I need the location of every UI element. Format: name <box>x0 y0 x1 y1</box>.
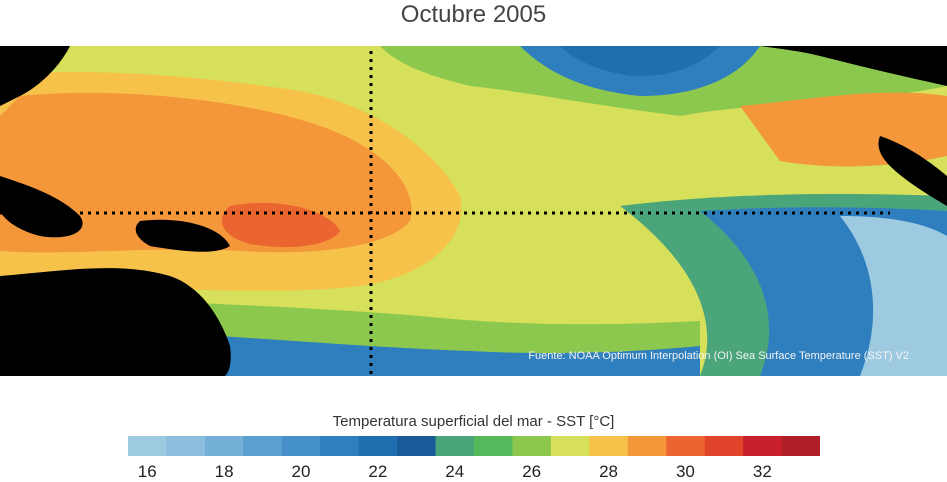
colorbar-swatch <box>782 436 820 456</box>
colorbar-swatch <box>397 436 436 456</box>
colorbar-swatch <box>205 436 244 456</box>
colorbar-tick-label: 20 <box>292 462 311 482</box>
colorbar-tick-label: 22 <box>368 462 387 482</box>
colorbar-swatch <box>628 436 667 456</box>
sst-map <box>0 46 947 376</box>
colorbar-title: Temperatura superficial del mar - SST [°… <box>0 413 947 430</box>
colorbar-swatch <box>166 436 205 456</box>
colorbar-tick-label: 28 <box>599 462 618 482</box>
colorbar-swatch <box>243 436 282 456</box>
colorbar-swatch <box>743 436 782 456</box>
colorbar-swatch <box>474 436 513 456</box>
map-title: Octubre 2005 <box>0 0 947 30</box>
colorbar-tick-label: 26 <box>522 462 541 482</box>
colorbar-swatch <box>551 436 590 456</box>
colorbar-swatch <box>359 436 398 456</box>
colorbar-swatch <box>705 436 744 456</box>
colorbar-tick-label: 18 <box>215 462 234 482</box>
colorbar-swatch <box>512 436 551 456</box>
colorbar-swatch <box>666 436 705 456</box>
colorbar-tick-label: 32 <box>753 462 772 482</box>
data-source: Fuente: NOAA Optimum Interpolation (OI) … <box>528 350 909 362</box>
colorbar <box>128 436 820 456</box>
colorbar-tick-label: 30 <box>676 462 695 482</box>
colorbar-swatch <box>436 436 475 456</box>
colorbar-tick-label: 16 <box>138 462 157 482</box>
colorbar-swatch <box>589 436 628 456</box>
colorbar-swatch <box>282 436 321 456</box>
colorbar-swatch <box>128 436 167 456</box>
colorbar-swatch <box>320 436 359 456</box>
colorbar-tick-label: 24 <box>445 462 464 482</box>
